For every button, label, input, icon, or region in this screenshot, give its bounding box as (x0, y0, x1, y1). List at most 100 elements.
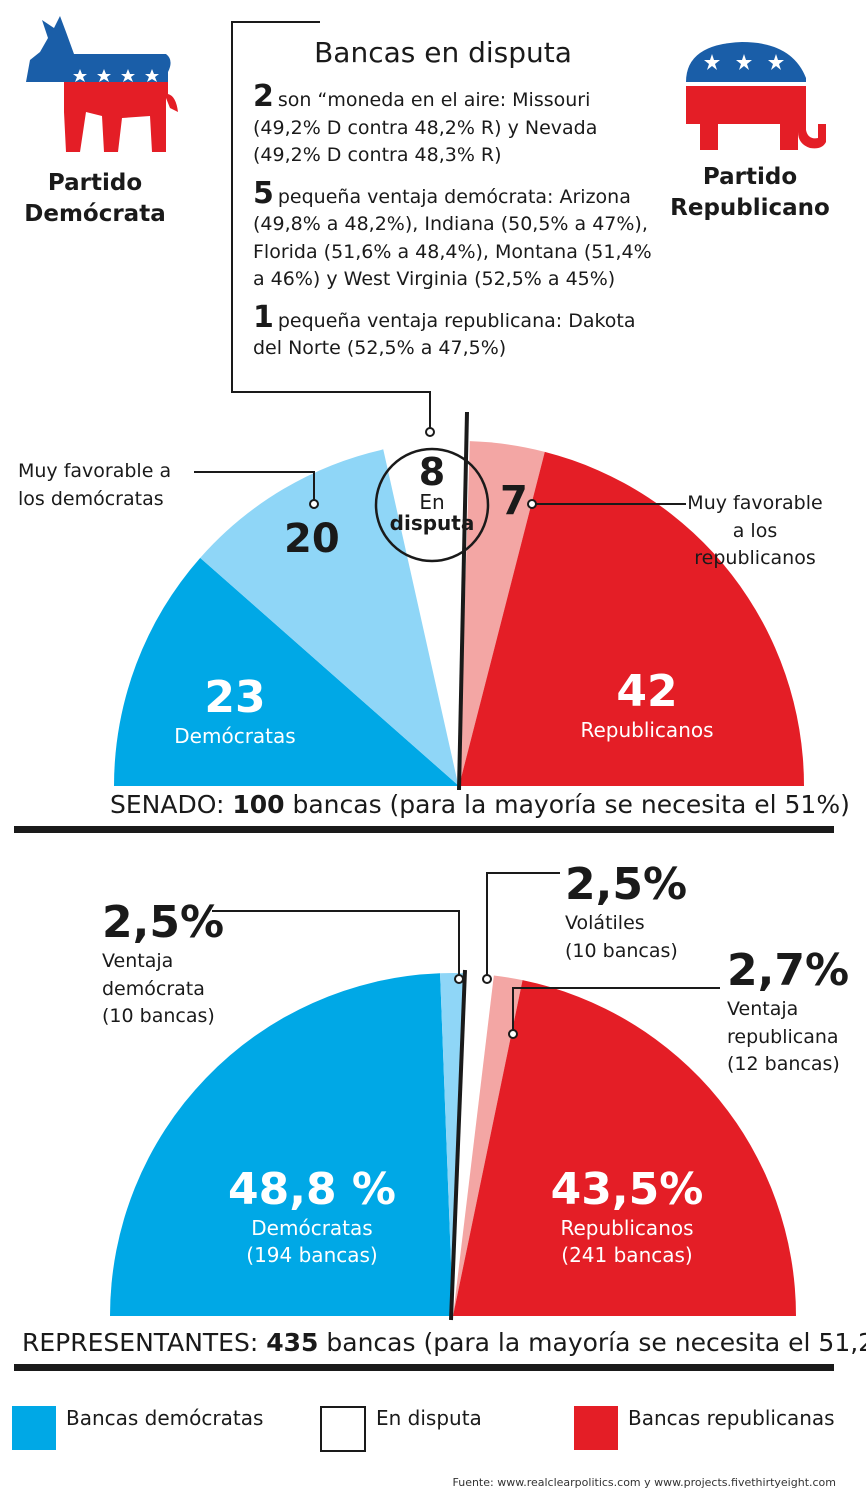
dispute-item-text: son “moneda en el aire: Missouri (49,2% … (253, 89, 598, 166)
fav-dem-connector (194, 471, 315, 500)
dispute-item-num: 5 (253, 175, 274, 211)
senate-fav-dem-value: 20 (284, 516, 340, 562)
legend-label-rep: Bancas republicanas (628, 1406, 835, 1430)
house-baseline (14, 1364, 834, 1371)
house-caption: REPRESENTANTES: 435 bancas (para la mayo… (22, 1328, 866, 1357)
senate-caption-suffix: bancas (para la mayoría se necesita el 5… (292, 790, 850, 819)
dem-party-line-1: Partido (47, 170, 143, 196)
house-caption-prefix: REPRESENTANTES: (22, 1328, 259, 1357)
senate-dispute-circle (374, 447, 490, 563)
house-rep-adv-pct: 2,7% (727, 945, 850, 996)
house-chart (110, 969, 796, 1321)
house-rep-adv-line: republicana (727, 1025, 839, 1048)
house-dem-adv-line: Ventaja (102, 950, 174, 972)
dem-party-name: Partido Demócrata (10, 168, 180, 230)
house-dem-seats: (194 bancas) (246, 1243, 378, 1267)
house-dem-adv-line: demócrata (102, 977, 205, 1000)
house-majority-line (449, 969, 467, 1321)
senate-chart-slice-en-disputa (383, 440, 471, 787)
dispute-item: 1 pequeña ventaja republicana: Dakota del… (253, 302, 653, 363)
dispute-box-bracket (231, 21, 431, 428)
senate-chart-slice-muy-favorable-a-los-republicanos (459, 441, 545, 786)
dispute-title: Bancas en disputa (314, 36, 572, 69)
dispute-item-num: 2 (253, 79, 274, 114)
house-dem-adv-label: 2,5% Ventaja demócrata (10 bancas) (102, 898, 224, 1031)
house-rep-value: 43,5% (550, 1164, 704, 1215)
dem-adv-connector (212, 910, 460, 975)
donkey-icon (26, 16, 178, 152)
house-chart-slice-volatiles (452, 972, 495, 1317)
rep-adv-connector-dot (508, 1029, 518, 1039)
house-volatile-line: (10 bancas) (565, 939, 678, 962)
senate-dispute-label: 8 En disputa (380, 452, 484, 534)
rep-party-line-2: Republicano (670, 195, 830, 221)
senate-fav-rep-value: 7 (500, 478, 528, 524)
senate-caption-number: 100 (232, 790, 285, 819)
senate-caption-prefix: SENADO: (110, 790, 225, 819)
house-rep-adv-line: (12 bancas) (727, 1053, 840, 1075)
fav-rep-note: Muy favorable a los republicanos (670, 490, 840, 573)
house-caption-number: 435 (266, 1328, 319, 1357)
house-rep-adv-label: 2,7% Ventaja republicana (12 bancas) (727, 946, 849, 1079)
legend-swatch-dispute (320, 1406, 366, 1452)
house-volatile-pct: 2,5% (565, 859, 688, 910)
senate-dispute-value: 8 (418, 450, 446, 494)
house-dem-label: Demócratas (251, 1216, 373, 1240)
dispute-box: Bancas en disputa 2 son “moneda en el air… (253, 36, 653, 363)
fav-dem-note-line: Muy favorable a (18, 460, 172, 482)
elephant-icon (686, 42, 826, 150)
legend-label-dem: Bancas demócratas (66, 1406, 264, 1430)
house-volatile-line: Volátiles (565, 912, 645, 934)
legend-swatch-rep (574, 1406, 618, 1450)
house-volatile-label: 2,5% Volátiles (10 bancas) (565, 860, 687, 965)
senate-dispute-text-2: disputa (389, 511, 475, 535)
senate-dem-label: Demócratas (174, 724, 296, 748)
legend-label-dispute: En disputa (376, 1406, 482, 1430)
rep-party-name: Partido Republicano (664, 162, 836, 224)
volatile-connector-dot (482, 974, 492, 984)
house-rep-main: 43,5% Republicanos (241 bancas) (527, 1164, 727, 1269)
legend-swatch-dem (12, 1406, 56, 1450)
house-chart-slice-democratas (110, 973, 453, 1316)
fav-rep-connector-dot (527, 499, 537, 509)
house-chart-slice-republicanos (453, 980, 796, 1316)
dispute-connector-dot (425, 427, 435, 437)
senate-rep-label: Republicanos (580, 718, 714, 742)
house-dem-adv-line: (10 bancas) (102, 1005, 215, 1027)
dem-adv-connector-dot (454, 974, 464, 984)
house-dem-adv-pct: 2,5% (102, 897, 225, 948)
dispute-item-text: pequeña ventaja demócrata: Arizona (49,8… (253, 185, 652, 291)
senate-rep-main: 42 Republicanos (562, 666, 732, 744)
fav-rep-note-line: a los (732, 519, 778, 542)
senate-dem-main: 23 Demócratas (150, 672, 320, 750)
senate-majority-line (457, 411, 469, 791)
connector-lines (194, 21, 720, 1039)
house-dem-main: 48,8 % Demócratas (194 bancas) (212, 1164, 412, 1269)
dispute-item: 2 son “moneda en el aire: Missouri (49,2%… (253, 82, 653, 170)
house-rep-label: Republicanos (560, 1216, 694, 1240)
fav-dem-note: Muy favorable a los demócratas (18, 458, 171, 513)
dispute-item: 5 pequeña ventaja demócrata: Arizona (49,… (253, 178, 653, 294)
senate-dispute-text-1: En (419, 490, 445, 514)
senate-chart (114, 440, 804, 787)
dispute-item-num: 1 (253, 299, 274, 335)
fav-dem-connector-dot (309, 499, 319, 509)
rep-adv-connector (512, 987, 720, 1030)
senate-chart-slice-muy-favorable-a-los-democratas (200, 449, 460, 786)
volatile-connector (486, 872, 560, 975)
senate-chart-slice-democratas (114, 557, 459, 786)
source-note: Fuente: www.realclearpolitics.com y www.… (452, 1476, 837, 1489)
rep-party-line-1: Partido (702, 164, 798, 190)
senate-caption: SENADO: 100 bancas (para la mayoría se n… (110, 790, 850, 819)
dem-party-line-2: Demócrata (24, 201, 166, 227)
house-caption-suffix: bancas (para la mayoría se necesita el 5… (326, 1328, 866, 1357)
fav-dem-note-line: los demócratas (18, 487, 164, 510)
house-dem-value: 48,8 % (228, 1164, 396, 1215)
senate-baseline (14, 826, 834, 833)
house-rep-seats: (241 bancas) (561, 1243, 693, 1267)
senate-rep-value: 42 (616, 666, 678, 717)
senate-dem-value: 23 (204, 672, 266, 723)
fav-rep-note-line: Muy favorable (687, 492, 823, 514)
house-chart-slice-ventaja-republicana (453, 975, 523, 1316)
